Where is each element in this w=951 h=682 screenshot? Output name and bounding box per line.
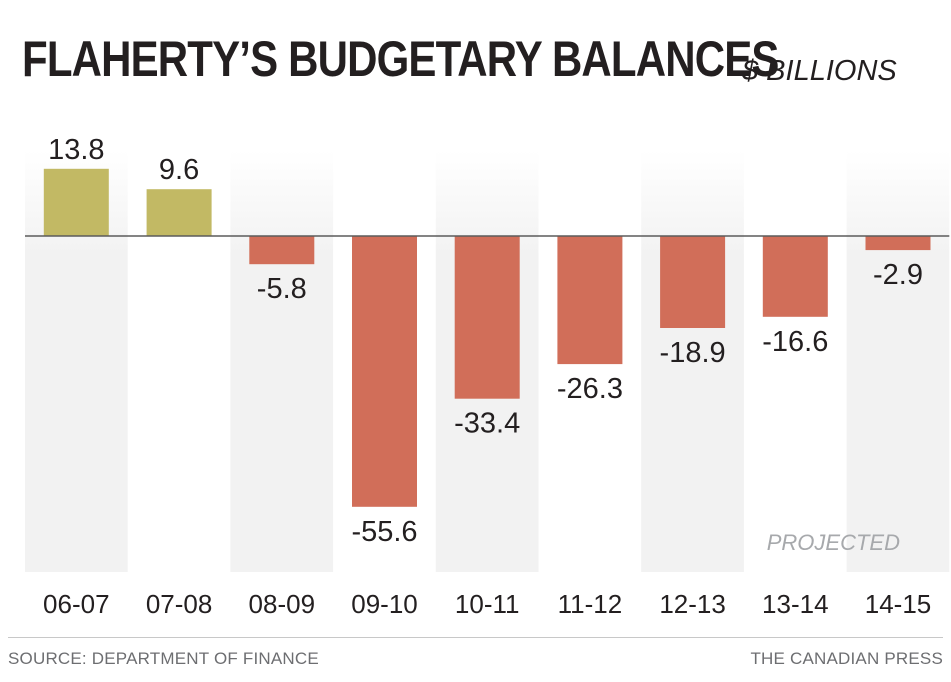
bar-07-08 [146, 189, 212, 236]
column-shade [846, 150, 950, 572]
column-shade [641, 150, 744, 572]
bar-chart: 13.8 9.6 -5.8 -55.6 -33.4 -26.3 -18.9 -16.6 -2.9… [25, 134, 950, 619]
value-label-08-09: -5.8 [257, 273, 307, 305]
x-tick-14-15: 14-15 [865, 589, 932, 619]
x-tick-10-11: 10-11 [455, 589, 520, 619]
bar-08-09 [249, 236, 315, 265]
x-tick-11-12: 11-12 [558, 589, 623, 619]
projected-label: PROJECTED [767, 530, 900, 555]
value-label-09-10: -55.6 [351, 516, 417, 548]
value-label-06-07: 13.8 [48, 134, 104, 166]
value-label-13-14: -16.6 [762, 326, 828, 358]
value-label-07-08: 9.6 [159, 154, 199, 186]
source-note: SOURCE: DEPARTMENT OF FINANCE [8, 649, 319, 668]
x-tick-07-08: 07-08 [146, 589, 213, 619]
bar-06-07 [43, 168, 109, 236]
credit-note: THE CANADIAN PRESS [750, 649, 943, 668]
footer-divider [8, 637, 943, 638]
chart-title: FLAHERTY’S BUDGETARY BALANCES [22, 31, 779, 87]
bar-09-10 [352, 236, 417, 507]
value-label-10-11: -33.4 [454, 408, 520, 440]
value-label-11-12: -26.3 [557, 373, 623, 405]
bar-10-11 [454, 236, 520, 399]
x-tick-13-14: 13-14 [762, 589, 829, 619]
bar-13-14 [762, 236, 828, 317]
x-tick-12-13: 12-13 [659, 589, 726, 619]
value-label-12-13: -18.9 [660, 337, 726, 369]
bar-12-13 [660, 236, 726, 328]
x-tick-06-07: 06-07 [43, 589, 110, 619]
x-tick-09-10: 09-10 [351, 589, 418, 619]
column-shade [230, 150, 334, 572]
bar-11-12 [557, 236, 623, 365]
chart-subtitle: $ BILLIONS [742, 55, 897, 87]
value-label-14-15: -2.9 [873, 259, 923, 291]
bar-14-15 [865, 236, 931, 251]
x-tick-08-09: 08-09 [249, 589, 316, 619]
